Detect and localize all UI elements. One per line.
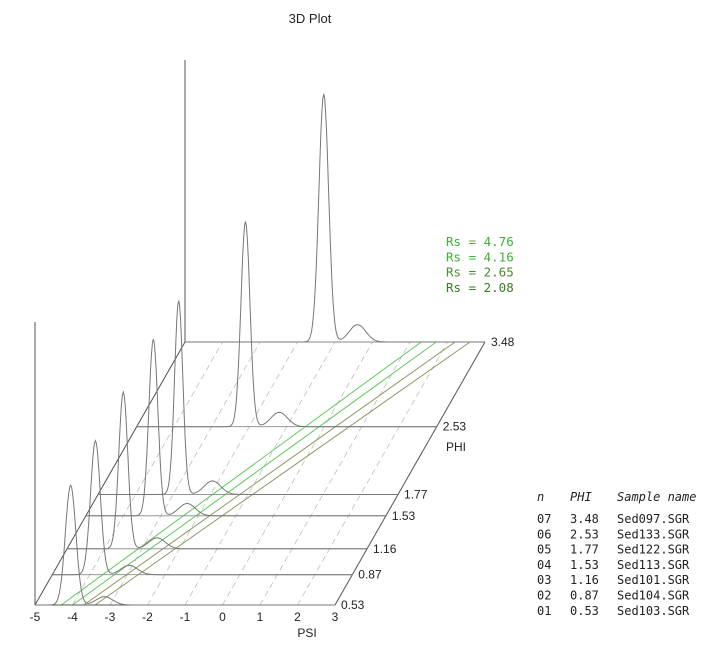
depth-gridline-6 <box>259 341 411 606</box>
right-depth-edge <box>334 341 486 606</box>
phi-label-07: 3.48 <box>491 335 515 349</box>
z-axis-line <box>34 341 186 606</box>
z-axis-label: PHI <box>446 440 466 454</box>
phi-label-03: 1.16 <box>373 542 397 556</box>
series-curve-04 <box>85 338 386 517</box>
series-curve-01 <box>35 484 335 606</box>
table-cell-phi-05: 1.77 <box>570 543 599 557</box>
table-cell-sample-01: Sed103.SGR <box>617 604 690 618</box>
depth-gridline-5 <box>222 341 373 606</box>
x-axis-label: PSI <box>297 626 316 640</box>
depth-gridline-7 <box>297 341 448 606</box>
x-tick-label-6: 1 <box>257 610 264 624</box>
rs-entry-2: Rs = 2.65 <box>446 265 514 280</box>
x-tick-label-1: -4 <box>67 610 78 624</box>
table-cell-sample-07: Sed097.SGR <box>617 512 690 526</box>
rs-diagonal-3 <box>94 341 471 606</box>
table-cell-sample-06: Sed133.SGR <box>617 527 690 541</box>
table-cell-sample-05: Sed122.SGR <box>617 543 690 557</box>
x-tick-label-2: -3 <box>105 610 116 624</box>
x-tick-label-7: 2 <box>294 610 301 624</box>
x-tick-label-0: -5 <box>30 610 41 624</box>
depth-gridline-1 <box>72 341 223 606</box>
table-cell-phi-02: 0.87 <box>570 589 599 603</box>
curves-layer <box>35 93 485 606</box>
rs-diagonal-0 <box>60 341 422 606</box>
table-header-1: PHI <box>570 490 592 504</box>
table-cell-n-04: 04 <box>537 558 551 572</box>
x-tick-label-4: -1 <box>180 610 191 624</box>
table-cell-phi-07: 3.48 <box>570 512 599 526</box>
phi-label-01: 0.53 <box>341 598 365 612</box>
table-header-2: Sample name <box>617 490 696 504</box>
table-cell-phi-03: 1.16 <box>570 573 599 587</box>
table-cell-n-03: 03 <box>537 573 551 587</box>
chart-title: 3D Plot <box>289 11 332 26</box>
table-cell-n-07: 07 <box>537 512 551 526</box>
table-cell-n-01: 01 <box>537 604 551 618</box>
rs-diagonal-2 <box>83 341 456 606</box>
x-tick-label-5: 0 <box>219 610 226 624</box>
table-cell-n-06: 06 <box>537 527 551 541</box>
table-cell-sample-02: Sed104.SGR <box>617 589 690 603</box>
table-cell-phi-06: 2.53 <box>570 527 599 541</box>
table-cell-sample-04: Sed113.SGR <box>617 558 690 572</box>
table-cell-n-05: 05 <box>537 543 551 557</box>
grid-layer <box>34 341 486 606</box>
x-tick-label-3: -2 <box>142 610 153 624</box>
series-curve-06 <box>136 221 437 428</box>
rs-entry-0: Rs = 4.76 <box>446 234 514 249</box>
labels-layer: -5 -4 -3 -2 -1 0 1 2 3 3.48 2.53 1.77 1.53 1.16 0.87 0.… <box>30 335 515 624</box>
depth-gridline-3 <box>147 341 298 606</box>
x-tick-label-8: 3 <box>332 610 339 624</box>
table-cell-phi-01: 0.53 <box>570 604 599 618</box>
phi-label-06: 2.53 <box>443 420 467 434</box>
phi-label-04: 1.53 <box>392 509 416 523</box>
table-cell-sample-03: Sed101.SGR <box>617 573 690 587</box>
sample-table: n PHI Sample name 07 3.48 Sed097.SGR 06 2.53 Sed… <box>537 490 696 618</box>
rs-diagonal-1 <box>72 341 437 606</box>
depth-gridline-4 <box>184 341 336 606</box>
series-curve-07 <box>185 93 485 343</box>
table-cell-n-02: 02 <box>537 589 551 603</box>
phi-label-05: 1.77 <box>404 487 428 501</box>
depth-gridline-2 <box>109 341 261 606</box>
series-curve-05 <box>98 300 399 495</box>
rs-entry-1: Rs = 4.16 <box>446 249 514 264</box>
rs-entry-3: Rs = 2.08 <box>446 280 514 295</box>
table-cell-phi-04: 1.53 <box>570 558 599 572</box>
table-header-0: n <box>537 490 544 504</box>
phi-label-02: 0.87 <box>358 568 382 582</box>
series-curve-03 <box>67 390 367 550</box>
series-curve-02 <box>52 439 353 576</box>
